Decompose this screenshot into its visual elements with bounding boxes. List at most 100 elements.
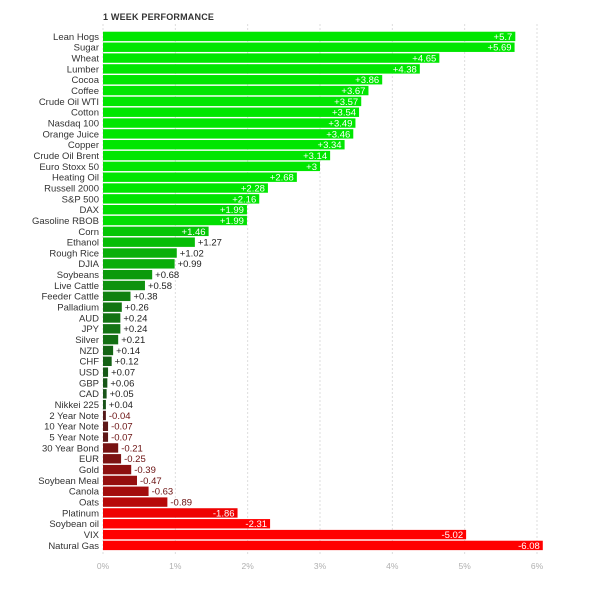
value-label: +5.7 (494, 32, 513, 43)
category-label: Corn (78, 227, 99, 238)
bar (103, 42, 515, 52)
category-label: Copper (68, 140, 99, 151)
category-label: Palladium (57, 303, 99, 314)
category-label: Silver (75, 335, 99, 346)
category-label: Cotton (71, 108, 99, 119)
x-tick-label: 1% (169, 561, 182, 571)
bar (103, 345, 114, 356)
bar (103, 313, 121, 323)
chart-title: 1 WEEK PERFORMANCE (103, 12, 215, 22)
value-label: -0.25 (124, 454, 146, 465)
bar (103, 96, 362, 107)
category-label: 2 Year Note (49, 411, 99, 422)
category-label: Lean Hogs (53, 32, 99, 43)
category-label: VIX (84, 530, 100, 541)
category-label: Natural Gas (48, 541, 99, 552)
value-label: +0.26 (125, 303, 149, 314)
category-label: GBP (79, 378, 99, 389)
bar (103, 280, 145, 291)
value-label: +4.38 (393, 64, 417, 75)
x-tick-label: 2% (242, 561, 255, 571)
category-label: Feeder Cattle (41, 292, 99, 303)
value-label: +0.06 (110, 378, 134, 389)
category-label: JPY (82, 324, 100, 335)
value-label: +5.69 (488, 43, 512, 54)
value-label: -0.21 (121, 443, 143, 454)
category-label: Euro Stoxx 50 (39, 162, 99, 173)
value-label: +0.99 (178, 259, 202, 270)
bar (103, 291, 131, 302)
bar (103, 118, 356, 128)
bar (103, 519, 271, 529)
bar (103, 140, 345, 150)
bar (103, 64, 420, 74)
bar (103, 378, 108, 388)
value-label: -0.04 (109, 411, 131, 422)
category-label: Canola (69, 487, 100, 498)
bar (103, 215, 247, 226)
category-label: EUR (79, 454, 99, 465)
bar (103, 432, 109, 442)
category-label: NZD (79, 346, 99, 357)
category-label: Gasoline RBOB (32, 216, 99, 227)
value-label: -0.89 (170, 498, 192, 509)
value-label: -0.39 (134, 465, 156, 476)
bar (103, 421, 109, 431)
value-label: +1.99 (220, 205, 244, 216)
bar (103, 85, 369, 96)
category-label: Nikkei 225 (55, 400, 99, 411)
value-label: +0.21 (121, 335, 145, 346)
bar (103, 334, 119, 345)
category-label: Orange Juice (42, 129, 99, 140)
category-label: Nasdaq 100 (48, 118, 99, 129)
value-label: -2.31 (245, 519, 267, 530)
category-label: DJIA (78, 259, 99, 270)
value-label: +0.04 (109, 400, 133, 411)
value-label: +1.27 (198, 238, 222, 249)
bar (103, 129, 354, 139)
value-label: -0.63 (152, 487, 174, 498)
bar (103, 475, 137, 486)
bar (103, 259, 175, 269)
value-label: +3.46 (326, 129, 350, 140)
category-label: Crude Oil Brent (34, 151, 100, 162)
value-label: +0.05 (110, 389, 134, 400)
value-label: +2.68 (270, 173, 294, 184)
value-label: +2.28 (241, 183, 265, 194)
bar (103, 302, 122, 312)
category-label: Live Cattle (54, 281, 99, 292)
category-label: Russell 2000 (44, 183, 99, 194)
value-label: +0.58 (148, 281, 172, 292)
bar (103, 367, 109, 377)
bar (103, 194, 260, 204)
category-label: Lumber (67, 64, 99, 75)
category-label: Ethanol (67, 238, 99, 249)
category-label: Soybean Meal (38, 476, 99, 487)
value-label: +4.65 (412, 53, 436, 64)
value-label: +0.24 (123, 313, 147, 324)
x-tick-label: 5% (459, 561, 472, 571)
category-label: Oats (79, 498, 99, 509)
category-label: Platinum (62, 508, 99, 519)
bar (103, 31, 516, 42)
value-label: +3.57 (334, 97, 358, 108)
bar (103, 269, 153, 280)
x-tick-label: 6% (531, 561, 544, 571)
value-label: +3.86 (355, 75, 379, 86)
value-label: +1.99 (220, 216, 244, 227)
bar (103, 204, 247, 215)
category-label: Sugar (74, 43, 99, 54)
category-label: 10 Year Note (44, 422, 99, 433)
bar (103, 237, 195, 247)
bar (103, 226, 209, 237)
bar (103, 161, 320, 172)
value-label: -0.07 (111, 422, 133, 433)
bar (103, 248, 177, 258)
bar (103, 356, 112, 367)
bar (103, 389, 107, 399)
category-label: Crude Oil WTI (39, 97, 99, 108)
value-label: +3.67 (341, 86, 365, 97)
bar (103, 464, 132, 475)
value-label: +0.07 (111, 368, 135, 379)
